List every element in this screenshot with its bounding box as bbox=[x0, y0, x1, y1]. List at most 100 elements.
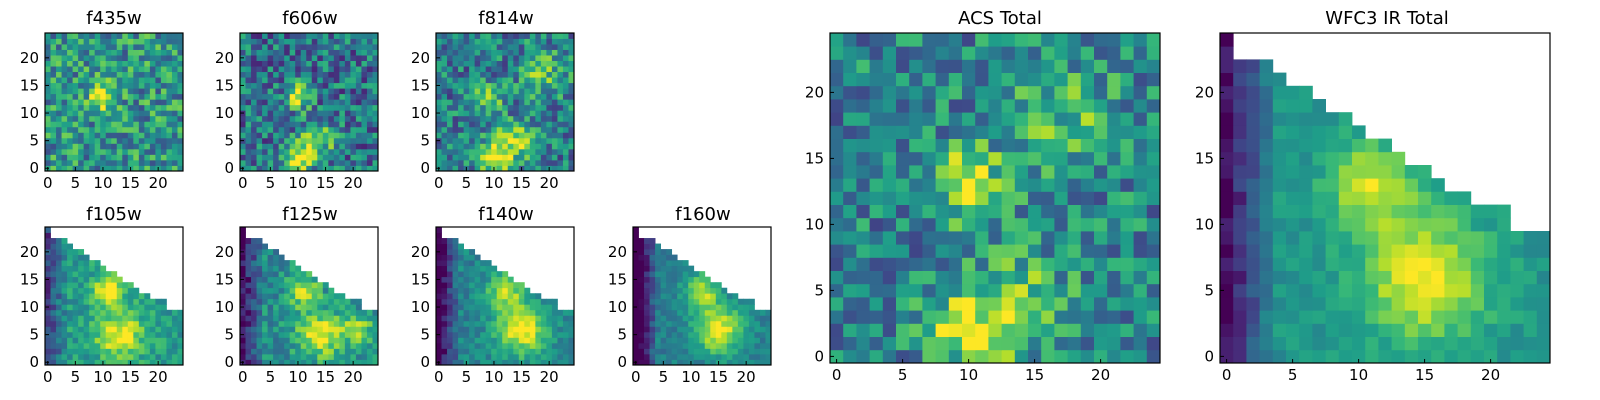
heatmap-cell bbox=[1054, 270, 1068, 285]
heatmap-cell bbox=[50, 298, 57, 305]
heatmap-cell bbox=[660, 287, 667, 294]
heatmap-cell bbox=[1107, 244, 1121, 258]
heatmap-cell bbox=[177, 71, 184, 78]
heatmap-cell bbox=[1286, 99, 1300, 113]
heatmap-cell bbox=[988, 270, 1002, 285]
heatmap-cell bbox=[1146, 349, 1161, 364]
x-tick-label: 10 bbox=[93, 368, 112, 386]
heatmap-cells bbox=[436, 33, 575, 172]
heatmap-cell bbox=[251, 99, 257, 106]
heatmap-cell bbox=[155, 49, 162, 56]
heatmap-cell bbox=[524, 66, 531, 73]
heatmap-cell bbox=[149, 304, 156, 311]
heatmap-cell bbox=[245, 71, 252, 78]
heatmap-cell bbox=[306, 88, 313, 95]
heatmap-cell bbox=[502, 110, 509, 117]
heatmap-cell bbox=[372, 66, 379, 73]
heatmap-cell bbox=[245, 115, 252, 122]
heatmap-cell bbox=[350, 60, 357, 67]
heatmap-cell bbox=[1286, 336, 1300, 351]
heatmap-cell bbox=[122, 104, 129, 111]
heatmap-cell bbox=[869, 349, 884, 364]
heatmap-cell bbox=[56, 110, 62, 117]
heatmap-cell bbox=[105, 353, 112, 360]
heatmap-cell bbox=[155, 88, 162, 95]
heatmap-cell bbox=[1523, 349, 1538, 364]
heatmap-cell bbox=[896, 231, 910, 245]
heatmap-cell bbox=[166, 353, 173, 360]
heatmap-cell bbox=[155, 60, 162, 67]
heatmap-cell bbox=[491, 38, 498, 45]
heatmap-cell bbox=[50, 276, 57, 283]
heatmap-cell bbox=[289, 115, 296, 122]
heatmap-cell bbox=[649, 348, 656, 355]
heatmap-cell bbox=[284, 137, 291, 144]
heatmap-cell bbox=[843, 310, 857, 324]
heatmap-cell bbox=[166, 49, 173, 56]
heatmap-cell bbox=[127, 88, 134, 95]
heatmap-cell bbox=[273, 326, 280, 333]
heatmap-cell bbox=[480, 93, 487, 100]
y-tick-label: 15 bbox=[20, 76, 39, 94]
heatmap-cell bbox=[105, 148, 112, 155]
heatmap-cell bbox=[311, 293, 318, 300]
heatmap-cell bbox=[540, 33, 547, 39]
heatmap-cell bbox=[144, 33, 151, 39]
heatmap-cell bbox=[830, 323, 844, 337]
heatmap-cell bbox=[948, 151, 963, 166]
heatmap-cell bbox=[138, 342, 145, 349]
heatmap-cell bbox=[463, 304, 470, 311]
heatmap-cell bbox=[1001, 270, 1016, 285]
heatmap-cell bbox=[300, 298, 307, 305]
heatmap-cell bbox=[94, 143, 101, 150]
heatmap-cell bbox=[171, 82, 178, 89]
heatmap-cell bbox=[56, 337, 62, 344]
heatmap-cell bbox=[256, 276, 263, 283]
heatmap-cell bbox=[1299, 99, 1313, 113]
heatmap-cell bbox=[177, 126, 184, 133]
heatmap-cell bbox=[289, 143, 296, 150]
heatmap-cell bbox=[262, 93, 268, 100]
x-tick-label: 0 bbox=[832, 366, 842, 384]
heatmap-cell bbox=[149, 55, 156, 61]
heatmap-cell bbox=[491, 82, 498, 89]
heatmap-cell bbox=[693, 276, 700, 283]
heatmap-cell bbox=[317, 331, 324, 338]
heatmap-cell bbox=[361, 99, 368, 106]
heatmap-cell bbox=[485, 304, 492, 311]
heatmap-cell bbox=[72, 315, 79, 322]
heatmap-cell bbox=[502, 276, 509, 283]
heatmap-cell bbox=[975, 178, 989, 192]
heatmap-cell bbox=[469, 309, 476, 316]
heatmap-cell bbox=[328, 137, 335, 144]
heatmap-cell bbox=[948, 191, 963, 205]
heatmap-cell bbox=[474, 342, 481, 349]
heatmap-cell bbox=[311, 148, 318, 155]
heatmap-cell bbox=[267, 99, 274, 106]
heatmap-cell bbox=[447, 249, 453, 255]
heatmap-cell bbox=[529, 298, 536, 305]
heatmap-cell bbox=[240, 282, 246, 289]
heatmap-cell bbox=[529, 315, 536, 322]
heatmap-cell bbox=[529, 154, 536, 161]
heatmap-cell bbox=[372, 320, 379, 327]
heatmap-cell bbox=[649, 315, 656, 322]
heatmap-cell bbox=[251, 49, 257, 56]
heatmap-cell bbox=[245, 238, 252, 244]
heatmap-cell bbox=[1299, 310, 1313, 324]
heatmap-cell bbox=[638, 304, 645, 311]
heatmap-cell bbox=[311, 159, 318, 166]
heatmap-cell bbox=[361, 337, 368, 344]
heatmap-cell bbox=[1028, 151, 1042, 166]
heatmap-cell bbox=[83, 282, 90, 289]
heatmap-cell bbox=[61, 49, 68, 56]
heatmap-cell bbox=[1259, 204, 1274, 219]
heatmap-cell bbox=[1028, 125, 1042, 139]
heatmap-cell bbox=[1054, 297, 1068, 311]
heatmap-cell bbox=[171, 33, 178, 39]
heatmap-cell bbox=[56, 287, 62, 294]
heatmap-cell bbox=[278, 148, 285, 155]
heatmap-cell bbox=[896, 283, 910, 298]
heatmap-cell bbox=[518, 353, 525, 360]
heatmap-cell bbox=[447, 49, 453, 56]
